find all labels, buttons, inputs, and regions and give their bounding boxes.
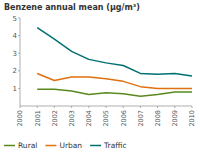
y-tick-label: 5 <box>13 15 17 23</box>
x-tick-label: 2009 <box>171 110 179 127</box>
x-tick <box>88 106 89 108</box>
x-tick-label: 2005 <box>102 110 110 127</box>
legend-swatch <box>4 145 15 147</box>
title: Benzene annual mean (μg/m³) <box>4 3 140 12</box>
legend: Rural Urban Traffic <box>4 141 127 150</box>
x-tick-label: 2000 <box>16 110 24 127</box>
x-tick-label: 2004 <box>85 110 93 127</box>
x-tick <box>37 106 38 108</box>
y-tick <box>18 88 20 89</box>
y-tick <box>18 18 20 19</box>
x-tick-label: 2006 <box>120 110 128 127</box>
x-tick <box>192 106 193 108</box>
series-line <box>37 28 192 76</box>
y-tick <box>18 53 20 54</box>
y-axis <box>20 18 21 106</box>
y-tick-label: 3 <box>13 50 17 58</box>
y-tick <box>18 70 20 71</box>
legend-swatch <box>45 145 56 147</box>
x-tick-label: 2003 <box>68 110 76 127</box>
x-tick-label: 2007 <box>137 110 145 127</box>
legend-swatch <box>90 145 101 147</box>
x-tick <box>140 106 141 108</box>
series-line <box>37 73 192 88</box>
y-tick-label: 2 <box>13 67 17 75</box>
lines <box>37 28 192 97</box>
x-tick <box>157 106 158 108</box>
legend-label: Traffic <box>103 141 127 150</box>
legend-label: Urban <box>59 141 82 150</box>
x-tick <box>20 106 21 108</box>
legend-label: Rural <box>18 141 37 150</box>
x-tick-label: 2001 <box>34 110 42 127</box>
x-tick <box>106 106 107 108</box>
x-tick <box>54 106 55 108</box>
x-tick-label: 2010 <box>188 110 196 127</box>
chart: Benzene annual mean (μg/m³) 1 2 3 4 5 2000 2001… <box>0 0 200 157</box>
x-tick <box>123 106 124 108</box>
series-line <box>37 89 192 96</box>
x-tick-label: 2002 <box>51 110 59 127</box>
x-tick-label: 2008 <box>154 110 162 127</box>
x-tick <box>71 106 72 108</box>
y-tick-label: 4 <box>13 32 18 40</box>
y-tick-label: 1 <box>13 85 17 93</box>
y-tick <box>18 35 20 36</box>
x-tick <box>174 106 175 108</box>
